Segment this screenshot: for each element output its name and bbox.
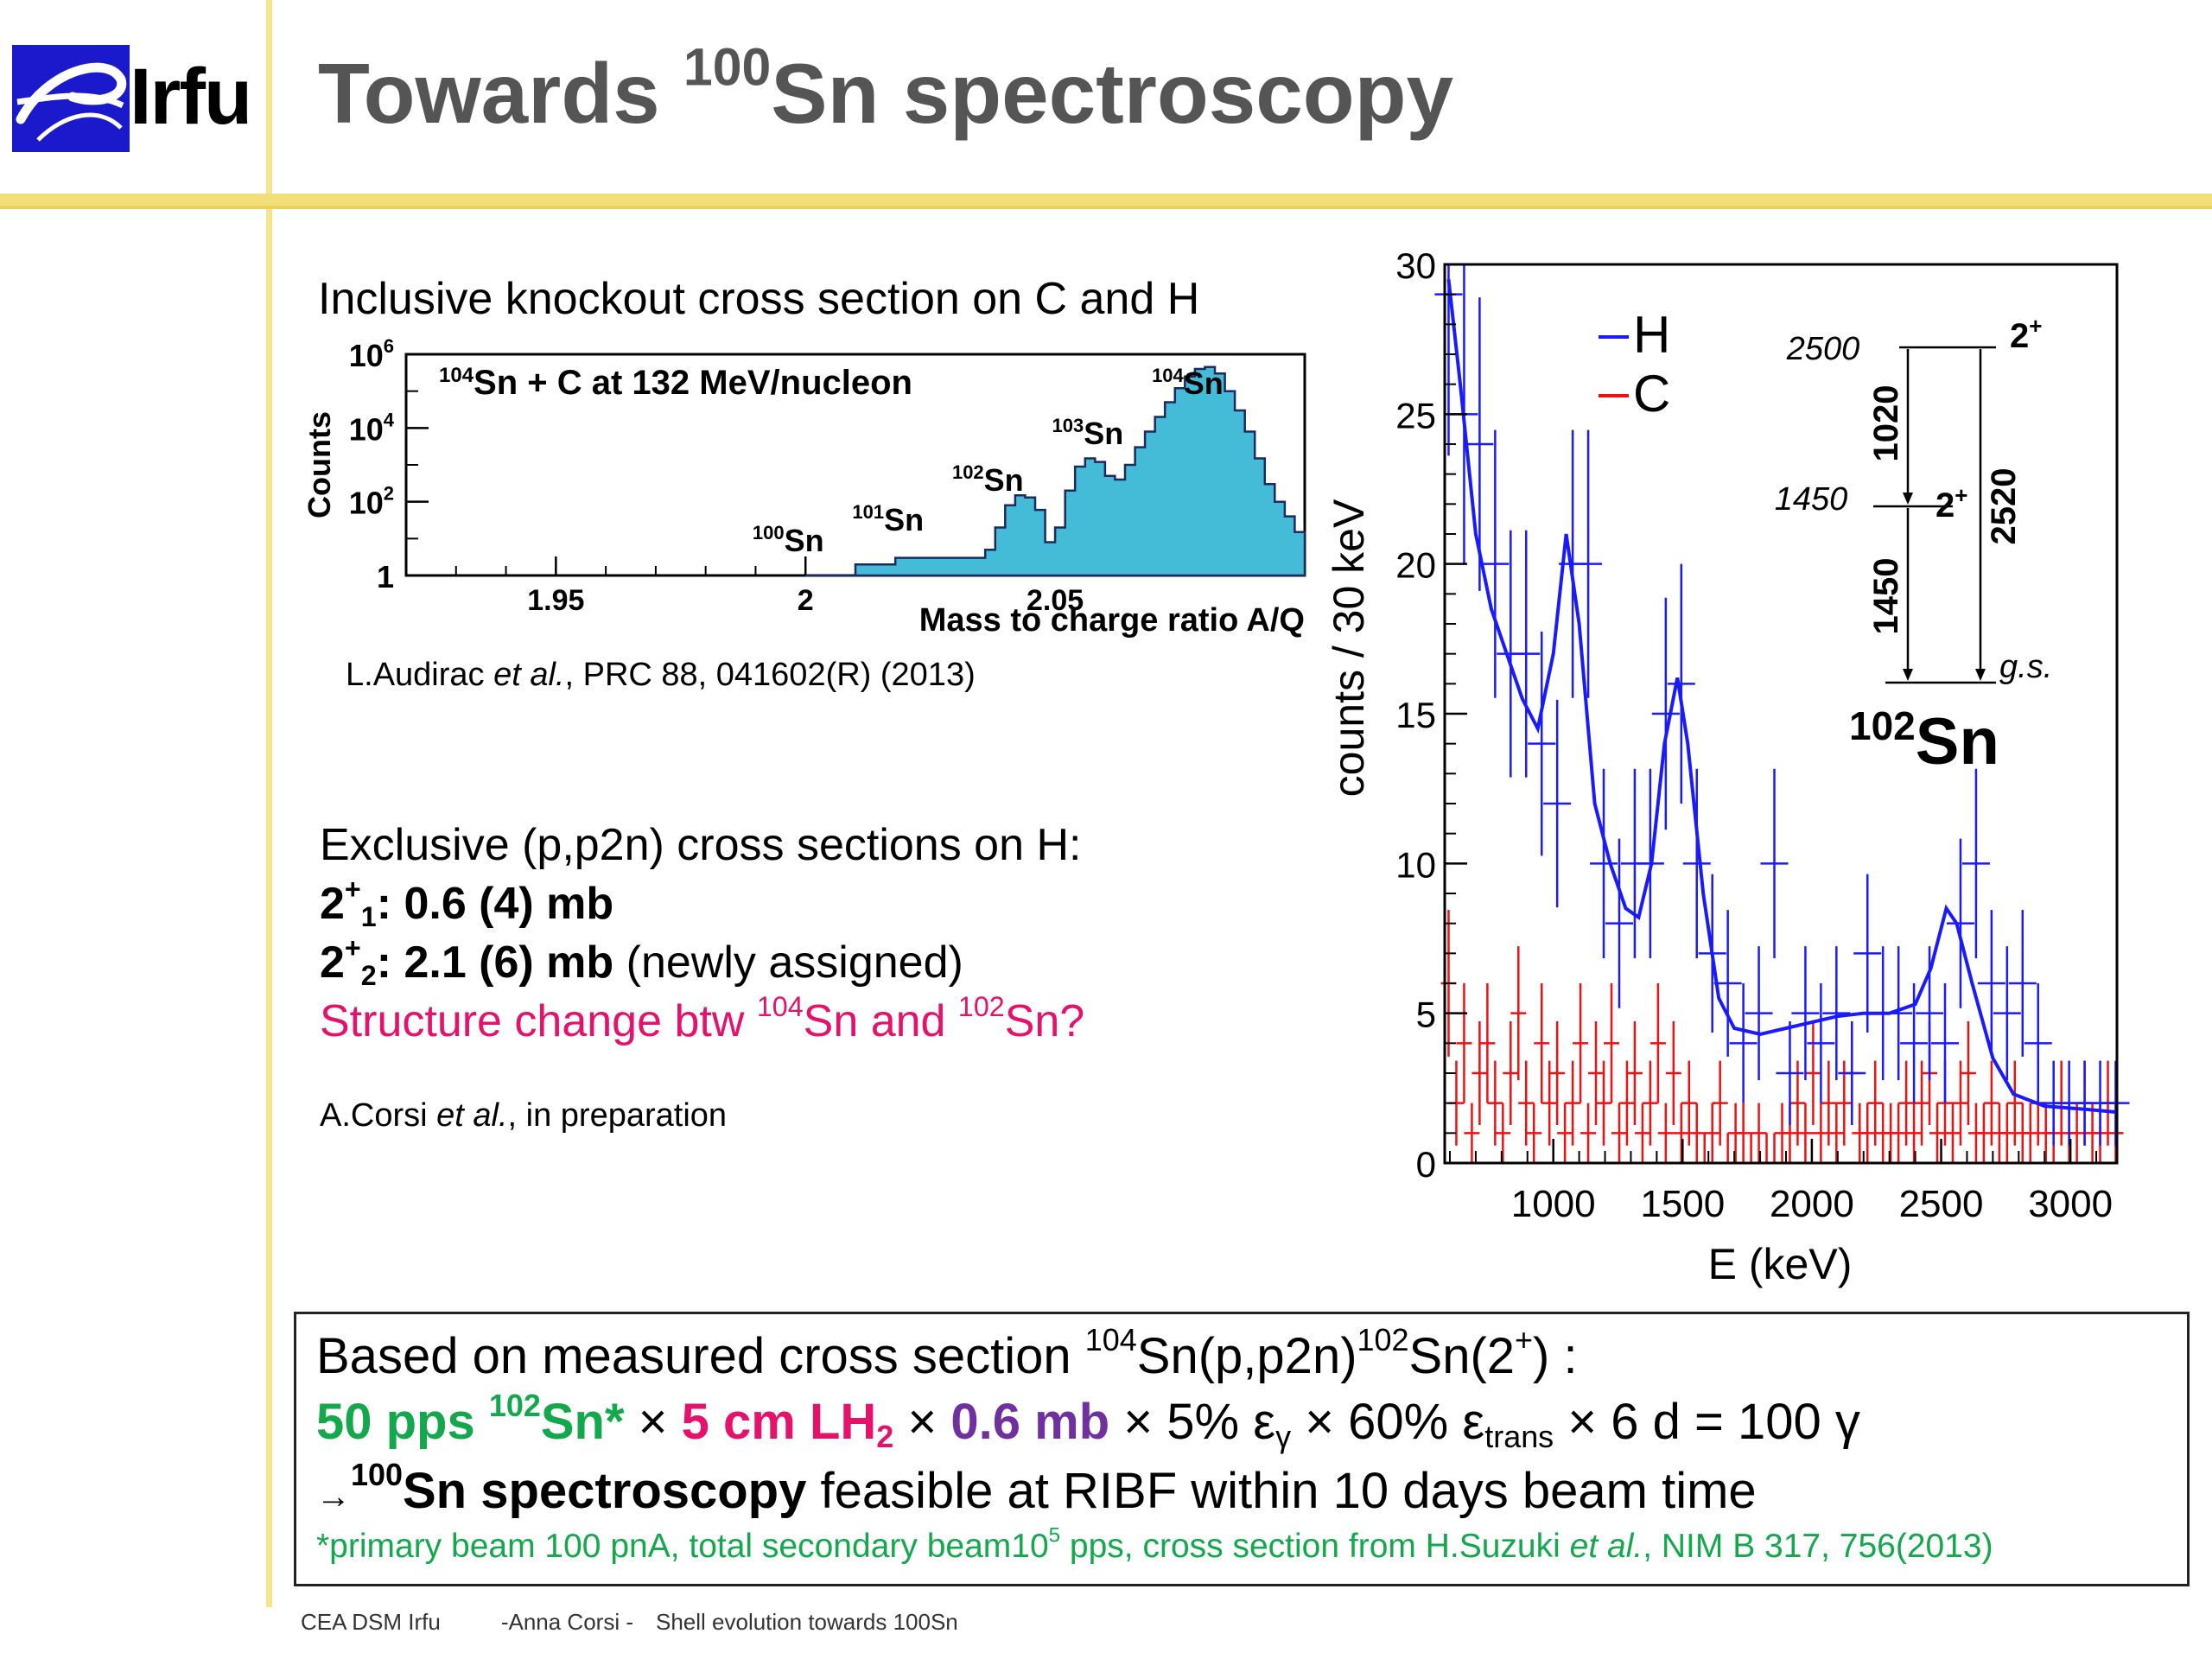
level-spin-2500: 2+ [2010,313,2042,355]
hist-inside-label: 104Sn + C at 132 MeV/nucleon [439,364,912,402]
hist-x-label: Mass to charge ratio A/Q [919,602,1305,639]
level-energy-1450: 1450 [1775,481,1848,518]
hist-x-axis: 1.95 2 2.05 [454,556,1306,617]
footer-org: CEA DSM Irfu [301,1609,441,1635]
hist-y-axis: 1 102 104 106 [349,337,429,594]
summary-line-2: 50 pps 102Sn* × 5 cm LH2 × 0.6 mb × 5% ε… [316,1388,1860,1455]
structure-question: Structure change btw 104Sn and 102Sn? [320,990,1085,1046]
hist-area [805,365,1306,577]
spec-xtick-label: 2000 [1770,1183,1854,1225]
spec-xtick-label: 1500 [1640,1183,1725,1225]
summary-box [294,1312,2190,1586]
level-energy-2500: 2500 [1786,331,1860,367]
footer: CEA DSM Irfu -Anna Corsi - Shell evolution… [301,1609,958,1636]
gamma-spectrum-chart: 0 5 10 15 20 25 30 1000 1500 2000 2500 3000 E (keV… [1331,251,2130,1288]
frame-vertical-line [266,0,272,1607]
page-title: Towards 100Sn spectroscopy [318,37,1453,141]
arrow-1450 [1903,669,1913,681]
logo-text: Irfu [130,53,252,141]
footer-author: -Anna Corsi - [500,1609,633,1635]
exclusive-citation: A.Corsi et al., in preparation [320,1097,728,1134]
spec-y-axis: 0 5 10 15 20 25 30 [1395,251,1467,1185]
hist-peak-labels: 100Sn 101Sn 102Sn 103Sn 104Sn [753,365,1224,558]
spec-xtick-label: 2500 [1899,1183,1984,1225]
hist-y-label: Counts [302,411,337,518]
spec-ytick-label: 0 [1416,1144,1436,1185]
hist-ytick-label: 106 [349,337,394,373]
spec-xtick-label: 3000 [2028,1183,2113,1225]
hist-ytick-label: 102 [349,483,394,521]
spec-x-label: E (keV) [1708,1240,1853,1288]
transition-2520: 2520 [1985,468,2023,545]
summary-footnote: *primary beam 100 pnA, total secondary b… [316,1523,1993,1565]
inclusive-heading: Inclusive knockout cross section on C an… [318,274,1200,324]
level-scheme: 2500 1450 2+ 2+ g.s. 1020 1450 2520 102S… [1775,313,2053,779]
mass-to-charge-histogram: 1 102 104 106 1.95 2 2.05 100Sn 101Sn 102Sn 103S… [302,337,1306,639]
spec-ytick-label: 5 [1416,995,1436,1035]
hist-xtick-label: 2 [798,584,814,617]
summary-line-3: →100Sn spectroscopy feasible at RIBF wit… [316,1457,1757,1519]
spec-y-label: counts / 30 keV [1331,499,1373,797]
hist-xtick-label: 2.05 [1027,584,1084,617]
exclusive-line-2plus1: 2+1: 0.6 (4) mb [320,873,614,933]
summary-line-1: Based on measured cross section 104Sn(p,… [316,1322,1578,1384]
exclusive-line-2plus2: 2+2: 2.1 (6) mb (newly assigned) [320,931,963,992]
footer-talk: Shell evolution towards 100Sn [655,1609,958,1635]
hist-xtick-label: 1.95 [527,584,584,617]
irfu-logo-icon [12,45,130,152]
inclusive-citation: L.Audirac et al., PRC 88, 041602(R) (201… [346,657,976,693]
arrow-2520 [1975,669,1986,681]
hist-peak-label: 100Sn [753,522,824,558]
spec-xtick-label: 1000 [1511,1183,1596,1225]
hist-peak-label: 102Sn [952,461,1024,498]
hist-peak-label: 103Sn [1052,415,1124,451]
spec-ytick-label: 10 [1395,844,1436,885]
legend-C-label: C [1633,365,1670,423]
arrow-1020 [1903,493,1913,505]
hist-peak-label: 104Sn [1152,365,1224,401]
spec-ytick-label: 20 [1395,545,1436,586]
spec-ytick-label: 15 [1395,695,1436,735]
transition-1020: 1020 [1867,385,1905,462]
legend-H-label: H [1633,306,1670,364]
transition-1450: 1450 [1867,558,1905,635]
header-divider-shadow [0,206,2212,209]
series-H-fit-line [1446,279,2118,1115]
spec-ytick-label: 30 [1395,251,1436,286]
hist-peak-label: 101Sn [852,501,924,537]
series-C-points [1440,910,2124,1165]
header-divider [0,194,2212,206]
hist-ytick-label: 1 [377,559,394,594]
hist-ytick-label: 104 [349,409,395,447]
spec-x-axis: 1000 1500 2000 2500 3000 [1448,1139,2113,1225]
nucleus-label: 102Sn [1849,703,1999,779]
series-H-points [1434,264,2130,1146]
spec-ytick-label: 25 [1395,395,1436,435]
level-spin-gs: g.s. [1999,649,2052,685]
level-spin-1450: 2+ [1936,482,1967,524]
exclusive-heading: Exclusive (p,p2n) cross sections on H: [320,820,1082,870]
